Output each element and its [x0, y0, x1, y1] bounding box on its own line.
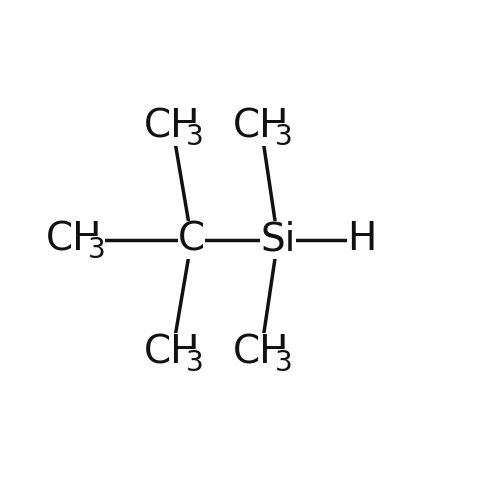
Text: 3: 3: [186, 349, 204, 376]
Text: CH: CH: [233, 333, 289, 371]
Text: CH: CH: [233, 108, 289, 146]
Text: CH: CH: [144, 108, 201, 146]
Text: 3: 3: [186, 124, 204, 151]
Text: CH: CH: [144, 333, 201, 371]
Text: 3: 3: [274, 124, 292, 151]
Text: H: H: [347, 220, 376, 259]
Text: C: C: [178, 220, 205, 259]
Text: Si: Si: [260, 220, 296, 259]
Text: 3: 3: [88, 236, 105, 264]
Text: 3: 3: [274, 349, 292, 376]
Text: CH: CH: [46, 220, 103, 259]
